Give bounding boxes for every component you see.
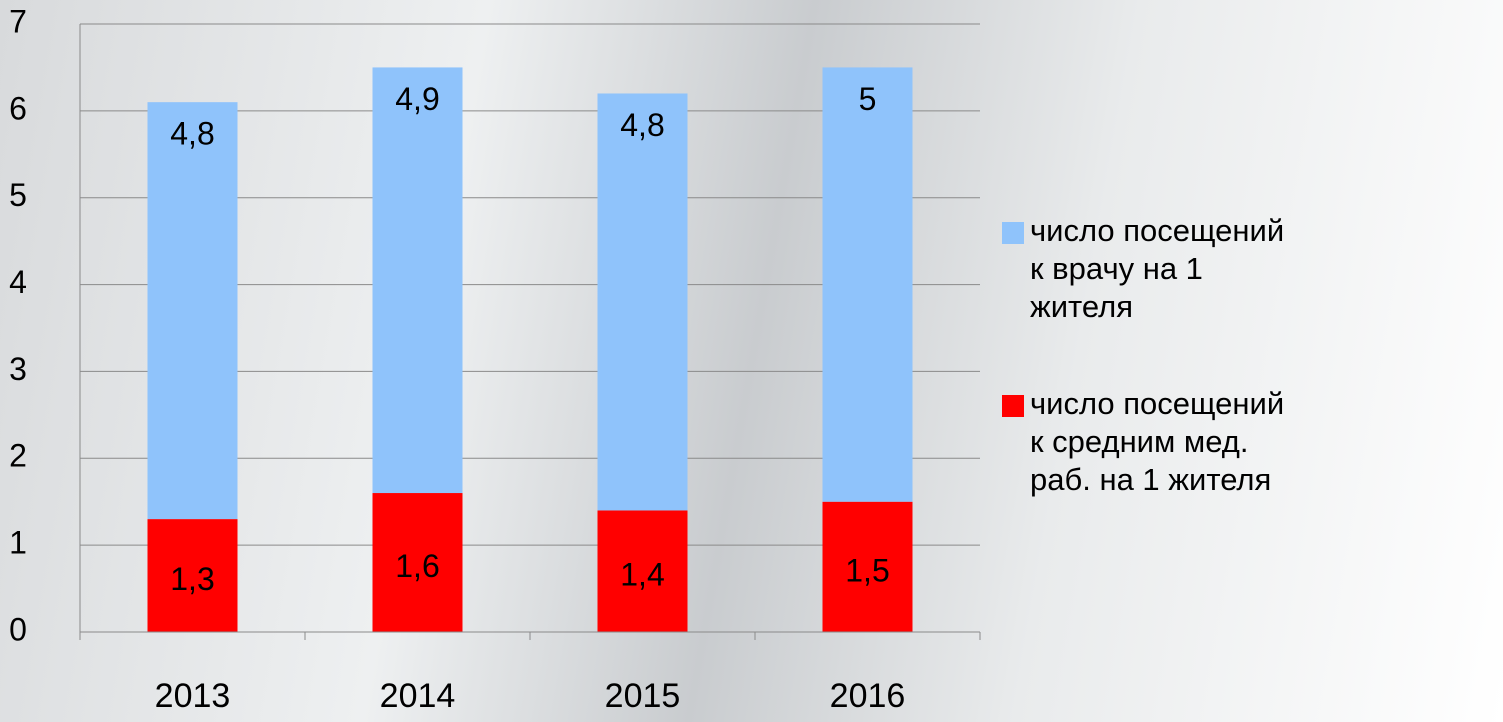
y-tick-label: 7 [9,3,27,39]
y-tick-label: 5 [9,177,27,213]
x-tick-label: 2013 [155,677,231,715]
data-label: 4,8 [620,107,664,143]
data-label: 5 [859,81,877,117]
y-tick-label: 6 [9,90,27,126]
legend-entry: число посещений к врачу на 1 жителя [1002,212,1290,326]
y-tick-label: 0 [9,611,27,647]
y-tick-label: 4 [9,264,27,300]
y-tick-label: 3 [9,351,27,387]
data-label: 4,8 [170,116,214,152]
bar-segment [597,510,688,632]
bar-segment [147,519,238,632]
data-label: 1,3 [170,561,214,597]
y-tick-label: 2 [9,438,27,474]
bar-segment [822,501,913,632]
legend-swatch [1002,395,1024,417]
legend-label: число посещений к средним мед. раб. на 1… [1030,386,1285,497]
data-label: 4,9 [395,81,439,117]
legend-entry: число посещений к средним мед. раб. на 1… [1002,385,1290,499]
legend-swatch [1002,222,1024,244]
x-tick-label: 2014 [380,677,456,715]
legend-label: число посещений к врачу на 1 жителя [1030,213,1285,324]
bar-segment [597,93,688,511]
x-tick-label: 2015 [605,677,681,715]
y-tick-label: 1 [9,525,27,561]
data-label: 1,4 [620,557,664,593]
data-label: 1,5 [845,552,889,588]
bar-segment [147,102,238,520]
x-tick-label: 2016 [830,677,906,715]
bar-segment [372,493,463,632]
bar-segment [822,67,913,502]
bar-segment [372,67,463,494]
data-label: 1,6 [395,548,439,584]
